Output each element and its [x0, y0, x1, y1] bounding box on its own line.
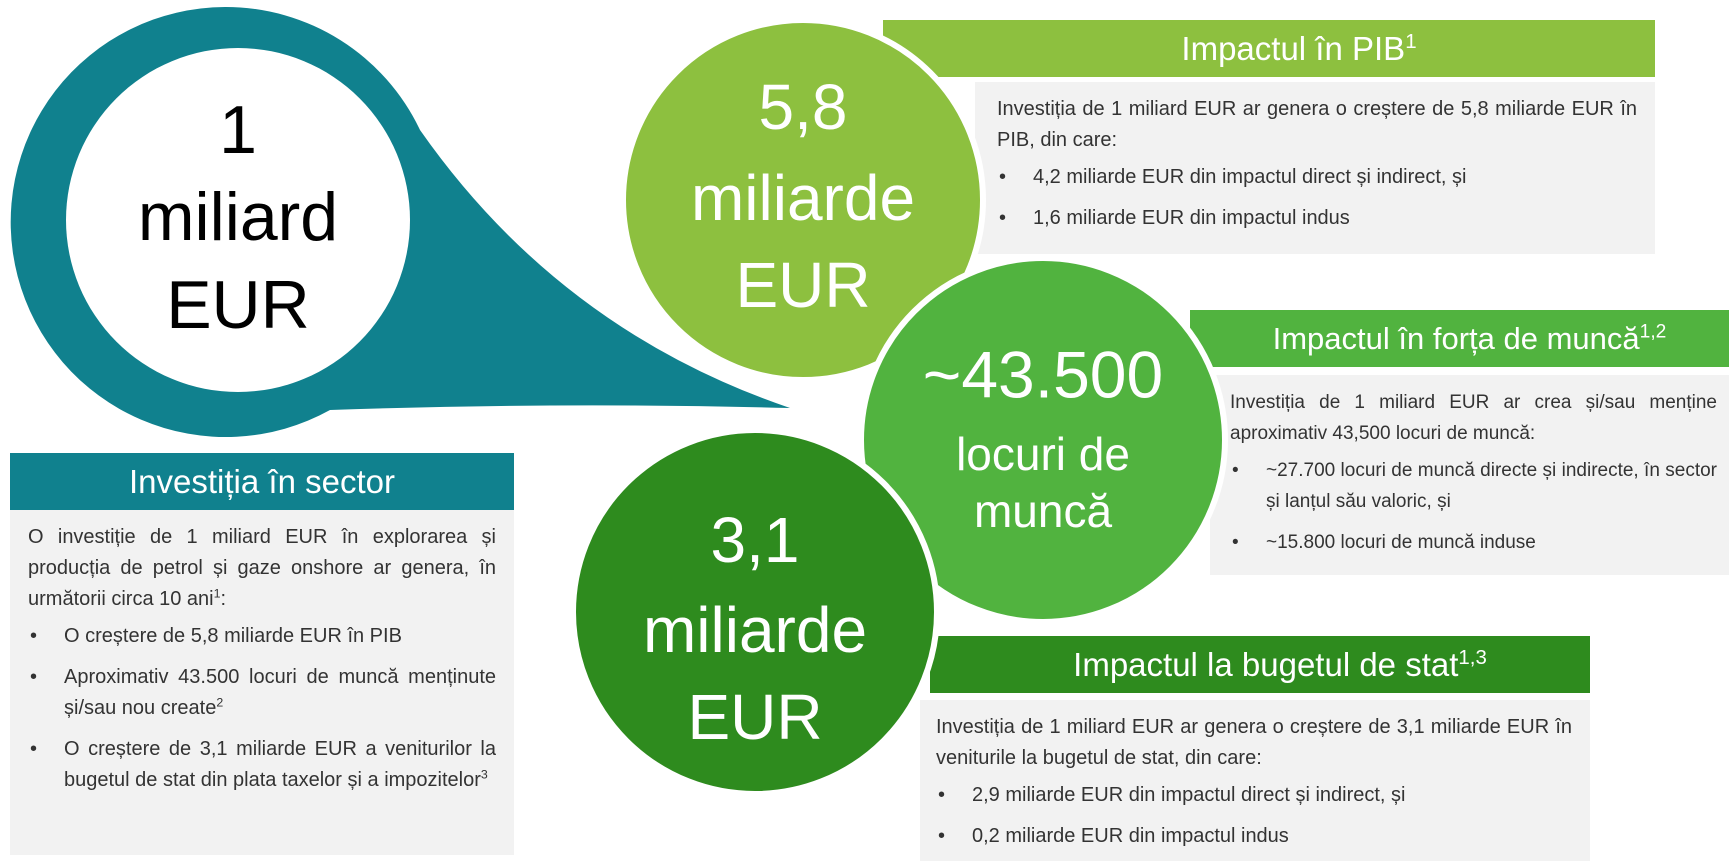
center-line: miliard [138, 179, 338, 255]
footnote: 2 [216, 695, 224, 710]
jobs-box: Investiția de 1 miliard EUR ar crea și/s… [1210, 375, 1729, 575]
bullet: O creștere de 5,8 miliarde EUR în PIB [28, 621, 496, 652]
bullet: ~15.800 locuri de muncă induse [1230, 527, 1717, 558]
budget-list: 2,9 miliarde EUR din impactul direct și … [936, 780, 1572, 852]
sector-intro: O investiție de 1 miliard EUR în explora… [28, 522, 496, 615]
center-line: EUR [166, 267, 310, 343]
text: Impactul în PIB [1181, 30, 1406, 67]
bullet: 4,2 miliarde EUR din impactul direct și … [997, 162, 1637, 193]
text: O investiție de 1 miliard EUR în explora… [28, 526, 496, 610]
text: Impactul la bugetul de stat [1073, 646, 1459, 683]
footnote: 1 [213, 586, 221, 601]
bullet: 0,2 miliarde EUR din impactul indus [936, 821, 1572, 852]
text: 2,9 miliarde EUR din impactul direct și … [972, 784, 1406, 806]
bullet: Aproximativ 43.500 locuri de muncă menți… [28, 662, 496, 724]
sector-header: Investiția în sector [10, 453, 514, 510]
jobs-intro: Investiția de 1 miliard EUR ar crea și/s… [1230, 392, 1717, 444]
text: : [220, 588, 227, 610]
bullet: ~27.700 locuri de muncă directe și indir… [1230, 455, 1717, 517]
gdp-list: 4,2 miliarde EUR din impactul direct și … [997, 162, 1637, 234]
text: O creștere de 3,1 miliarde EUR a venitur… [64, 738, 496, 791]
budget-intro: Investiția de 1 miliard EUR ar genera o … [936, 716, 1572, 769]
footnote: 1 [1405, 30, 1417, 53]
footnote: 1,2 [1639, 321, 1667, 343]
footnote: 1,3 [1458, 646, 1487, 669]
sector-list: O creștere de 5,8 miliarde EUR în PIB Ap… [28, 621, 496, 796]
jobs-header: Impactul în forța de muncă1,2 [1190, 310, 1729, 367]
gdp-intro: Investiția de 1 miliard EUR ar genera o … [997, 98, 1637, 151]
text: ~27.700 locuri de muncă directe și indir… [1266, 460, 1717, 512]
center-circle [66, 48, 410, 392]
gdp-header: Impactul în PIB1 [883, 20, 1655, 77]
text: Aproximativ 43.500 locuri de muncă menți… [64, 666, 496, 719]
footnote: 3 [480, 767, 488, 782]
budget-box: Investiția de 1 miliard EUR ar genera o … [920, 700, 1590, 861]
sector-box: O investiție de 1 miliard EUR în explora… [10, 510, 514, 855]
bullet: 1,6 miliarde EUR din impactul indus [997, 203, 1637, 234]
text: O creștere de 5,8 miliarde EUR în PIB [64, 625, 402, 647]
text: ~15.800 locuri de muncă induse [1266, 532, 1536, 553]
text: 0,2 miliarde EUR din impactul indus [972, 825, 1289, 847]
gdp-box: Investiția de 1 miliard EUR ar genera o … [975, 82, 1655, 254]
text: 1,6 miliarde EUR din impactul indus [1033, 207, 1350, 229]
bullet: 2,9 miliarde EUR din impactul direct și … [936, 780, 1572, 811]
center-line: 1 [219, 92, 257, 168]
jobs-list: ~27.700 locuri de muncă directe și indir… [1230, 455, 1717, 558]
budget-header: Impactul la bugetul de stat1,3 [930, 636, 1590, 693]
text: 4,2 miliarde EUR din impactul direct și … [1033, 166, 1467, 188]
bullet: O creștere de 3,1 miliarde EUR a venitur… [28, 734, 496, 796]
text: Impactul în forța de muncă [1272, 321, 1640, 356]
